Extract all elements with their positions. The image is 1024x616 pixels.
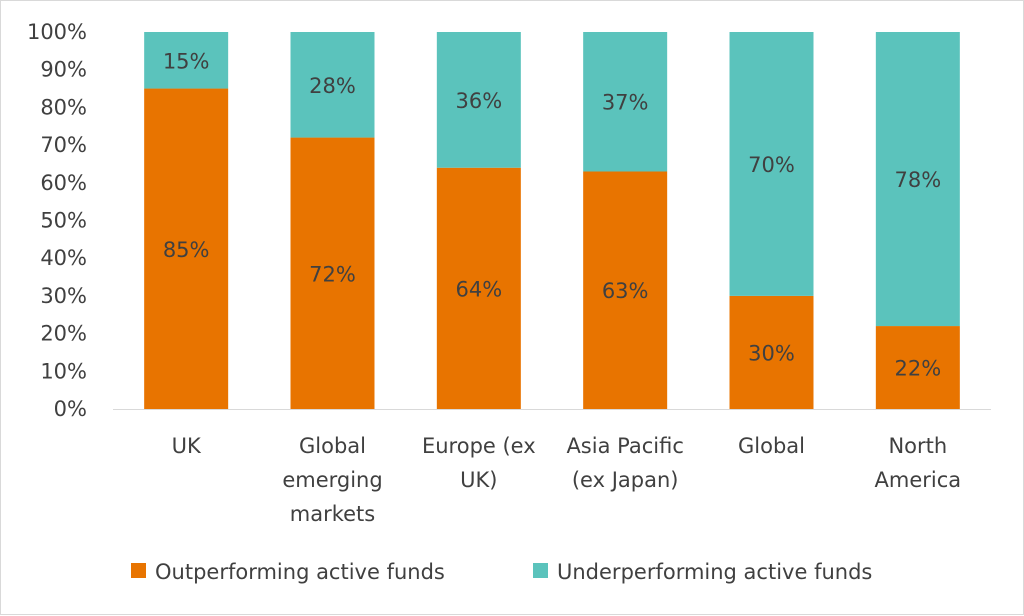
bar-outperforming — [144, 88, 229, 410]
bar-underperforming — [729, 32, 814, 296]
data-label: 22% — [894, 357, 941, 381]
data-label: 70% — [748, 153, 795, 177]
data-label: 78% — [894, 168, 941, 192]
data-label: 28% — [309, 74, 356, 98]
data-label: 63% — [602, 279, 649, 303]
bar-underperforming — [436, 32, 521, 168]
y-tick-label: 0% — [54, 397, 87, 421]
x-category-label-line: UK — [172, 434, 202, 458]
x-category-label-line: UK) — [460, 468, 497, 492]
data-label: 72% — [309, 262, 356, 286]
data-label: 30% — [748, 341, 795, 365]
legend-swatch — [533, 563, 548, 578]
y-tick-label: 100% — [27, 20, 87, 44]
y-axis: 0% 10% 20% 30% 40% 50% 60% 70% 80% 90% 100% — [27, 20, 87, 421]
y-tick-label: 80% — [40, 95, 87, 119]
x-category-label-line: emerging — [282, 468, 382, 492]
y-tick-label: 30% — [40, 284, 87, 308]
x-axis: UK Global emerging markets Europe (ex UK) Asia… — [113, 409, 991, 526]
legend-label: Underperforming active funds — [557, 560, 872, 584]
data-label: 15% — [163, 49, 210, 73]
data-label: 64% — [455, 277, 502, 301]
bar-underperforming — [583, 32, 668, 172]
bar-outperforming — [436, 167, 521, 409]
x-category-label: UK — [172, 434, 202, 458]
legend: Outperforming active funds Underperformin… — [131, 560, 872, 584]
x-category-label-line: North — [888, 434, 947, 458]
bar-outperforming — [875, 326, 960, 409]
legend-label: Outperforming active funds — [155, 560, 445, 584]
x-category-label: Global emerging markets — [282, 434, 382, 526]
y-tick-label: 50% — [40, 209, 87, 233]
y-tick-label: 90% — [40, 58, 87, 82]
x-category-label-line: markets — [290, 502, 375, 526]
x-category-label-line: Asia Pacific — [566, 434, 683, 458]
data-label: 85% — [163, 238, 210, 262]
data-label: 36% — [455, 89, 502, 113]
y-tick-label: 70% — [40, 133, 87, 157]
legend-swatch — [131, 563, 146, 578]
bar-outperforming — [729, 295, 814, 409]
x-category-label-line: America — [875, 468, 962, 492]
x-category-label: Asia Pacific (ex Japan) — [566, 434, 683, 492]
bar-outperforming — [290, 137, 375, 409]
bars: 85% 15% 72% 28% 64% 36% 63% 37% 30% 70% 22% 78% — [144, 32, 960, 410]
x-category-label: North America — [875, 434, 962, 492]
y-tick-label: 40% — [40, 246, 87, 270]
bar-underperforming — [875, 32, 960, 327]
y-tick-label: 10% — [40, 359, 87, 383]
bar-underperforming — [144, 32, 229, 89]
y-tick-label: 60% — [40, 171, 87, 195]
x-category-label: Global — [738, 434, 805, 458]
bar-underperforming — [290, 32, 375, 138]
bar-outperforming — [583, 171, 668, 409]
x-category-label-line: Europe (ex — [422, 434, 536, 458]
x-category-label-line: (ex Japan) — [572, 468, 679, 492]
x-category-label-line: Global — [299, 434, 366, 458]
x-category-label-line: Global — [738, 434, 805, 458]
y-tick-label: 20% — [40, 322, 87, 346]
data-label: 37% — [602, 91, 649, 115]
x-category-label: Europe (ex UK) — [422, 434, 536, 492]
